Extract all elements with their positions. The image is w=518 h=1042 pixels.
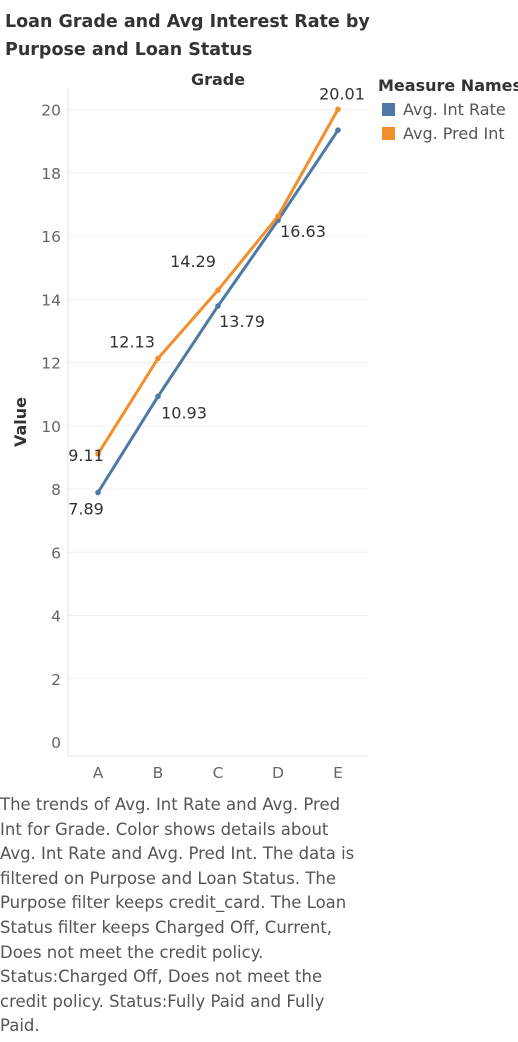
data-label: 20.01 xyxy=(319,88,365,103)
x-tick-label: E xyxy=(333,764,343,782)
y-axis-label: Value xyxy=(11,397,30,447)
x-tick-label: A xyxy=(93,764,104,782)
data-point xyxy=(155,393,161,400)
x-tick-label: C xyxy=(213,764,224,782)
data-label: 7.89 xyxy=(68,500,104,519)
legend-swatch-avg-int-rate xyxy=(382,102,395,116)
legend: Measure Names Avg. Int Rate Avg. Pred In… xyxy=(378,76,518,145)
data-label: 14.29 xyxy=(170,252,216,271)
chart-title: Loan Grade and Avg Interest Rate by Purp… xyxy=(5,12,370,60)
y-tick-label: 12 xyxy=(41,355,61,373)
data-point xyxy=(335,106,341,113)
y-tick-label: 8 xyxy=(51,481,61,499)
y-tick-label: 6 xyxy=(51,544,61,562)
legend-item-avg-int-rate[interactable]: Avg. Int Rate xyxy=(378,97,518,121)
data-point xyxy=(95,489,101,496)
y-tick-label: 20 xyxy=(41,102,61,120)
x-tick-label: B xyxy=(153,764,164,782)
data-label: 10.93 xyxy=(161,403,207,422)
data-label: 13.79 xyxy=(219,312,265,331)
data-point xyxy=(95,451,101,457)
y-tick-label: 14 xyxy=(41,291,61,309)
column-header: Grade xyxy=(190,70,246,89)
y-tick-label: 0 xyxy=(51,734,61,752)
y-tick-label: 10 xyxy=(41,418,61,436)
data-label: 9.11 xyxy=(68,446,104,465)
legend-swatch-avg-pred-int xyxy=(382,126,395,140)
data-point xyxy=(335,127,341,133)
series-line xyxy=(96,107,340,456)
legend-label-avg-pred-int: Avg. Pred Int xyxy=(403,123,505,143)
y-tick-label: 16 xyxy=(41,228,61,246)
legend-item-avg-pred-int[interactable]: Avg. Pred Int xyxy=(378,121,518,145)
data-point xyxy=(275,213,281,219)
data-point xyxy=(215,303,221,309)
data-label: 12.13 xyxy=(109,332,155,351)
y-tick-label: 4 xyxy=(51,608,61,626)
y-tick-label: 2 xyxy=(51,671,61,689)
data-point xyxy=(215,287,221,293)
legend-title: Measure Names xyxy=(378,76,518,95)
data-label: 16.63 xyxy=(280,222,326,241)
legend-label-avg-int-rate: Avg. Int Rate xyxy=(403,99,506,119)
x-tick-label: D xyxy=(272,764,284,782)
series-line xyxy=(96,128,340,495)
line-chart: 0 2 4 6 8 10 12 14 16 18 20 A B C D E Value 7.89 10.93 13.7… xyxy=(11,88,368,782)
y-tick-label: 18 xyxy=(41,165,61,183)
data-point xyxy=(155,355,161,362)
chart-caption: The trends of Avg. Int Rate and Avg. Pre… xyxy=(0,795,355,1036)
